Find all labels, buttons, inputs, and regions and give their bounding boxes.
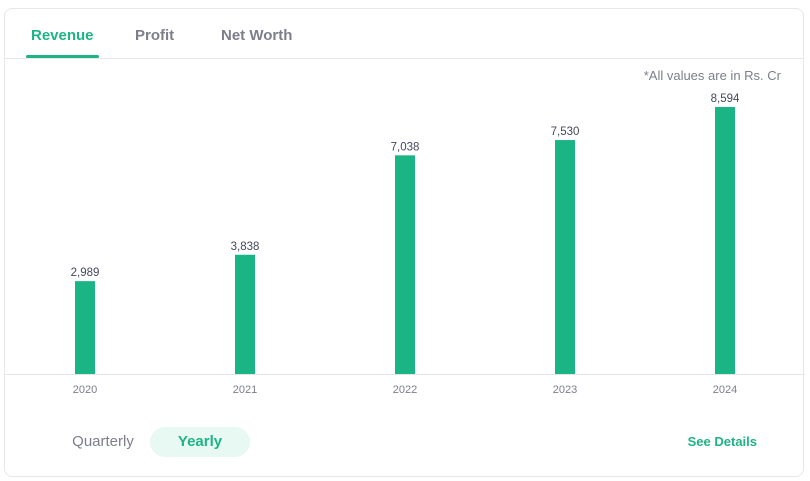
revenue-bar-chart: 2,989 2020 3,838 2021 7,038 2022 7,530 2023 8,59… (5, 93, 805, 396)
bar-2021[interactable] (235, 254, 255, 374)
bar-value-label: 7,038 (391, 141, 420, 153)
revenue-card: Revenue Profit Net Worth *All values are… (4, 8, 805, 477)
see-details-link[interactable]: See Details (687, 434, 757, 449)
bar-value-label: 7,530 (551, 126, 580, 138)
bar-2020[interactable] (75, 281, 95, 374)
x-tick-label: 2021 (233, 384, 257, 396)
bar-2024[interactable] (715, 107, 735, 374)
bar-2022[interactable] (395, 155, 415, 374)
active-tab-indicator (26, 55, 99, 58)
tab-revenue[interactable]: Revenue (31, 27, 94, 44)
yearly-toggle[interactable]: Yearly (150, 427, 250, 457)
bar-value-label: 8,594 (711, 93, 740, 105)
tab-profit[interactable]: Profit (135, 27, 175, 44)
x-tick-label: 2023 (553, 384, 577, 396)
bar-value-label: 2,989 (71, 267, 100, 279)
tab-bar: Revenue Profit Net Worth (5, 9, 803, 59)
x-tick-label: 2024 (713, 384, 737, 396)
quarterly-toggle[interactable]: Quarterly (72, 433, 134, 450)
x-tick-label: 2020 (73, 384, 97, 396)
bar-value-label: 3,838 (231, 241, 260, 253)
x-tick-label: 2022 (393, 384, 417, 396)
tab-net-worth[interactable]: Net Worth (221, 27, 293, 44)
bar-2023[interactable] (555, 140, 575, 374)
units-note: *All values are in Rs. Cr (643, 68, 781, 83)
